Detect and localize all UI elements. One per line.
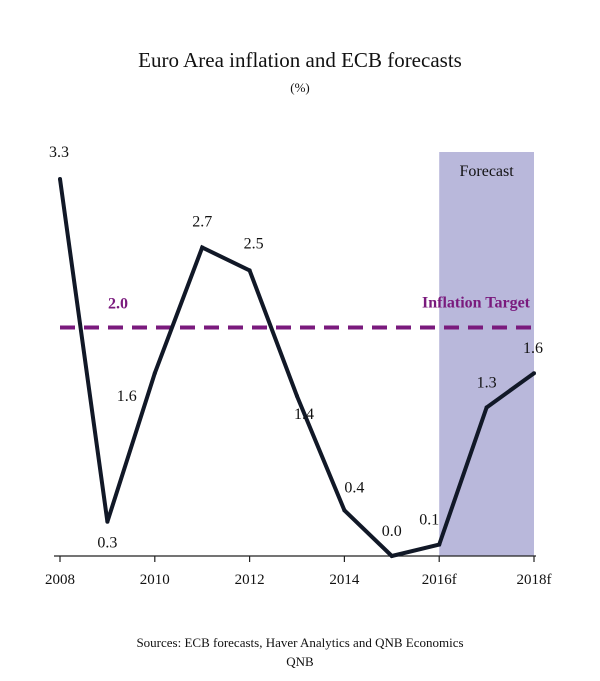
data-label-2016f: 0.1 bbox=[419, 512, 439, 529]
data-point-2018f bbox=[532, 371, 536, 376]
data-labels: 3.3 0.3 1.6 2.7 2.5 1.4 0.4 0.0 0.1 1.3 1.6 bbox=[49, 144, 543, 552]
x-tick-label-2012: 2012 bbox=[235, 572, 265, 588]
inflation-target-value-label: 2.0 bbox=[108, 296, 128, 313]
x-tick-label-2008: 2008 bbox=[45, 572, 75, 588]
x-tick-label-2014: 2014 bbox=[329, 572, 360, 588]
chart-title: Euro Area inflation and ECB forecasts bbox=[138, 48, 462, 72]
data-label-2015: 0.0 bbox=[382, 523, 402, 540]
forecast-region bbox=[439, 152, 534, 556]
data-point-2009 bbox=[105, 519, 110, 524]
data-point-2011 bbox=[200, 245, 205, 250]
source-note: Sources: ECB forecasts, Haver Analytics … bbox=[0, 633, 600, 671]
data-label-2009: 0.3 bbox=[97, 535, 117, 552]
chart-subtitle: (%) bbox=[290, 80, 310, 95]
data-point-2014 bbox=[342, 508, 347, 513]
data-point-2010 bbox=[152, 371, 157, 376]
data-label-2008: 3.3 bbox=[49, 144, 69, 161]
data-label-2018f: 1.6 bbox=[523, 340, 543, 357]
data-label-2014: 0.4 bbox=[344, 479, 364, 496]
x-tick-label-2018f: 2018f bbox=[517, 572, 552, 588]
x-tick-label-2010: 2010 bbox=[140, 572, 170, 588]
data-point-2008 bbox=[58, 177, 62, 181]
inflation-target-label: Inflation Target bbox=[422, 295, 531, 312]
x-tick-label-2016f: 2016f bbox=[422, 572, 457, 588]
forecast-label: Forecast bbox=[459, 163, 514, 180]
source-organization: QNB bbox=[286, 654, 314, 669]
x-axis-ticks: 2008 2010 2012 2014 2016f 2018f bbox=[45, 556, 552, 588]
data-point-2012 bbox=[247, 268, 252, 273]
data-label-2011: 2.7 bbox=[192, 214, 212, 231]
data-point-2017f bbox=[484, 405, 489, 410]
source-text: Sources: ECB forecasts, Haver Analytics … bbox=[136, 635, 464, 650]
data-point-2013 bbox=[295, 394, 299, 399]
data-point-2015 bbox=[389, 554, 394, 558]
data-label-2010: 1.6 bbox=[117, 388, 137, 405]
data-label-2013: 1.4 bbox=[294, 406, 314, 423]
data-label-2017f: 1.3 bbox=[477, 374, 497, 391]
data-point-2016f bbox=[437, 542, 442, 547]
data-label-2012: 2.5 bbox=[244, 235, 264, 252]
data-points bbox=[58, 177, 536, 558]
